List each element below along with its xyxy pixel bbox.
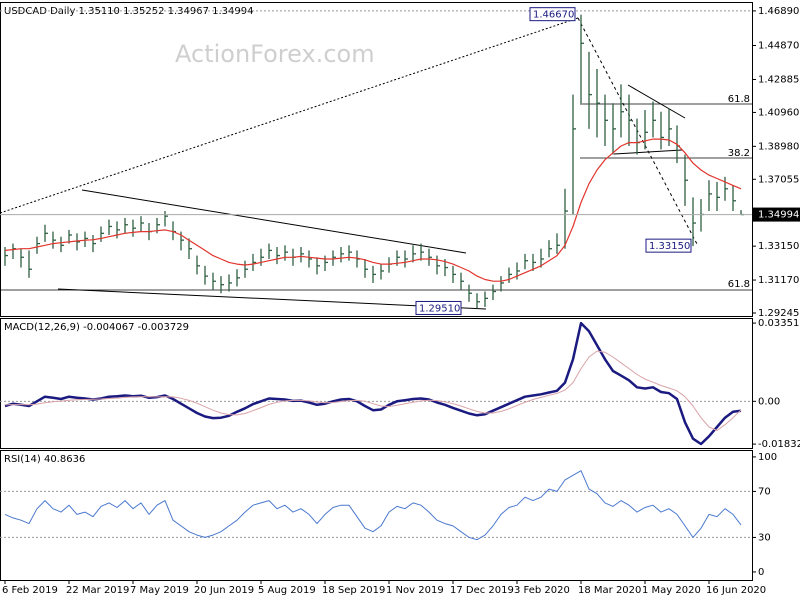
y-tick-label: 0.033515 xyxy=(758,318,800,329)
panel-frame xyxy=(0,318,753,449)
trend-line xyxy=(0,17,579,214)
x-tick-label: 1 Nov 2019 xyxy=(386,585,444,596)
x-tick-label: 3 Feb 2020 xyxy=(514,585,570,596)
x-tick-label: 18 Mar 2020 xyxy=(578,585,641,596)
y-tick-label: 1.40960 xyxy=(758,107,799,118)
y-tick-label: 1.33150 xyxy=(758,241,799,252)
annotation-box xyxy=(529,7,576,22)
panel-frame xyxy=(0,450,753,581)
annotation-label: 1.33150 xyxy=(649,241,690,252)
series-line xyxy=(4,470,742,541)
trend-line xyxy=(57,288,487,310)
y-tick-label: 1.29245 xyxy=(758,308,799,319)
x-tick-label: 6 Feb 2019 xyxy=(2,585,58,596)
x-tick-label: 1 May 2020 xyxy=(642,585,701,596)
panel-title: RSI(14) 40.8636 xyxy=(4,454,85,465)
fib-label: 61.8 xyxy=(728,279,750,290)
x-tick-label: 20 Jun 2019 xyxy=(194,585,254,596)
y-tick-label: 30 xyxy=(758,532,771,543)
y-tick-label: 1.38980 xyxy=(758,141,799,152)
fib-label: 61.8 xyxy=(728,94,750,105)
panel-title: USDCAD Daily 1.35110 1.35252 1.34967 1.3… xyxy=(4,6,254,17)
y-tick-label: 0.00 xyxy=(758,396,780,407)
trend-line xyxy=(81,189,467,254)
y-tick-label: 1.42885 xyxy=(758,74,799,85)
trend-line xyxy=(627,84,686,119)
x-tick-label: 17 Dec 2019 xyxy=(450,585,514,596)
x-tick-label: 22 Mar 2019 xyxy=(66,585,129,596)
series-line xyxy=(4,138,742,282)
y-tick-label: 1.37055 xyxy=(758,174,799,185)
annotation-label: 1.29510 xyxy=(419,303,460,314)
y-tick-label: 1.31170 xyxy=(758,275,799,286)
series-line xyxy=(4,350,742,431)
y-tick-label: 70 xyxy=(758,486,771,497)
x-tick-label: 16 Jun 2020 xyxy=(706,585,766,596)
y-tick-label: 1.44870 xyxy=(758,40,799,51)
price-tag-label: 1.34994 xyxy=(758,210,799,221)
x-tick-label: 7 May 2019 xyxy=(130,585,189,596)
y-tick-label: 100 xyxy=(758,452,777,463)
y-tick-label: 0 xyxy=(758,567,764,578)
trend-line xyxy=(613,149,683,155)
series-line xyxy=(4,321,742,446)
annotation-box xyxy=(415,300,462,315)
fib-label: 38.2 xyxy=(728,148,750,159)
watermark: ActionForex.com xyxy=(175,40,375,68)
panel-title: MACD(12,26,9) -0.004067 -0.003729 xyxy=(4,322,189,333)
annotation-label: 1.46670 xyxy=(533,10,574,21)
price-tag xyxy=(753,207,800,222)
y-tick-label: 1.46890 xyxy=(758,6,799,17)
panel-frame xyxy=(0,2,753,317)
x-tick-label: 5 Aug 2019 xyxy=(258,585,316,596)
x-tick-label: 18 Sep 2019 xyxy=(322,585,385,596)
y-tick-label: -0.018324 xyxy=(758,439,800,450)
annotation-box xyxy=(645,238,692,253)
